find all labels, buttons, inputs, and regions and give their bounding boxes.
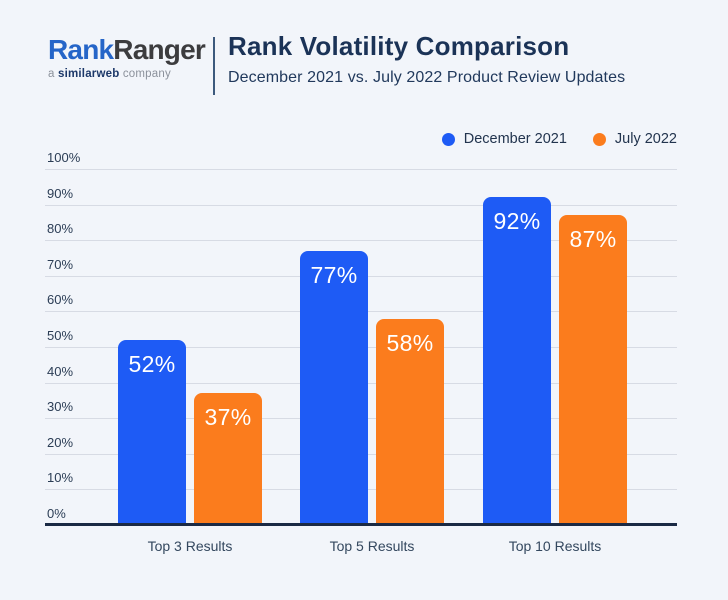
legend-item: December 2021 [441,131,567,147]
gridline [45,169,677,170]
logo-tagline: a similarweb company [48,68,205,80]
bar-value-label: 58% [386,329,434,356]
y-axis-tick-label: 50% [47,328,74,343]
legend-color-dot-icon [441,132,455,146]
legend-color-dot-icon [592,132,606,146]
y-axis-tick-label: 0% [47,506,66,521]
x-axis-baseline [45,523,677,526]
logo-wordmark-rank: Rank [48,34,114,65]
logo-wordmark: RankRanger [48,34,206,65]
x-axis-category-label: Top 5 Results [329,538,415,554]
legend-item: July 2022 [592,131,677,147]
y-axis-tick-label: 70% [47,256,74,272]
bar-december-2021-top-5-results: 77% [300,250,368,525]
x-axis-category-label: Top 10 Results [508,538,602,554]
bar-group: 77% 58% Top 5 Results [300,169,444,554]
y-axis-tick-label: 60% [47,292,74,308]
y-axis-tick-label: 100% [47,150,81,165]
header-titles: Rank Volatility Comparison December 2021… [228,31,625,87]
y-axis-tick-label: 90% [47,185,74,201]
bar-december-2021-top-3-results: 52% [118,339,186,525]
x-axis-category-label: Top 3 Results [147,538,233,554]
rankranger-logo: RankRanger a similarweb company [48,34,206,81]
bar-july-2022-top-10-results: 87% [559,215,627,525]
logo-tagline-similarweb: similarweb [58,68,120,80]
bar-july-2022-top-5-results: 58% [376,318,444,525]
bar-group: 92% 87% Top 10 Results [483,169,627,554]
bar-value-label: 37% [204,404,252,431]
bar-july-2022-top-3-results: 37% [194,393,262,525]
gridline [45,240,677,242]
chart-legend: December 2021 July 2022 [441,131,677,147]
y-axis-tick-label: 10% [47,470,74,486]
bar-december-2021-top-10-results: 92% [483,197,551,525]
gridline [45,204,677,206]
header-divider [213,37,215,95]
page-title: Rank Volatility Comparison [228,31,570,61]
logo-tagline-suffix: company [119,68,171,80]
y-axis-tick-label: 20% [47,434,74,450]
logo-wordmark-ranger: Ranger [113,34,205,65]
bar-value-label: 77% [310,261,358,288]
bar-chart-plot-area: 0% 10% 20% 30% 40% 50% 60% 70% 80% 90% 100% 52% 37% T… [45,150,677,554]
y-axis-tick-label: 80% [47,221,74,237]
legend-label: December 2021 [463,131,567,147]
bars-layer: 52% 37% Top 3 Results 77% 58% Top 5 Results 92… [45,169,677,554]
bar-group: 52% 37% Top 3 Results [118,169,262,554]
bar-value-label: 52% [128,350,176,377]
bar-value-label: 92% [493,208,541,235]
legend-label: July 2022 [614,131,677,147]
bar-value-label: 87% [569,226,617,253]
logo-tagline-prefix: a [48,68,58,80]
y-axis-tick-label: 40% [47,363,74,379]
y-axis-tick-label: 30% [47,399,74,415]
page-subtitle: December 2021 vs. July 2022 Product Revi… [228,69,626,86]
